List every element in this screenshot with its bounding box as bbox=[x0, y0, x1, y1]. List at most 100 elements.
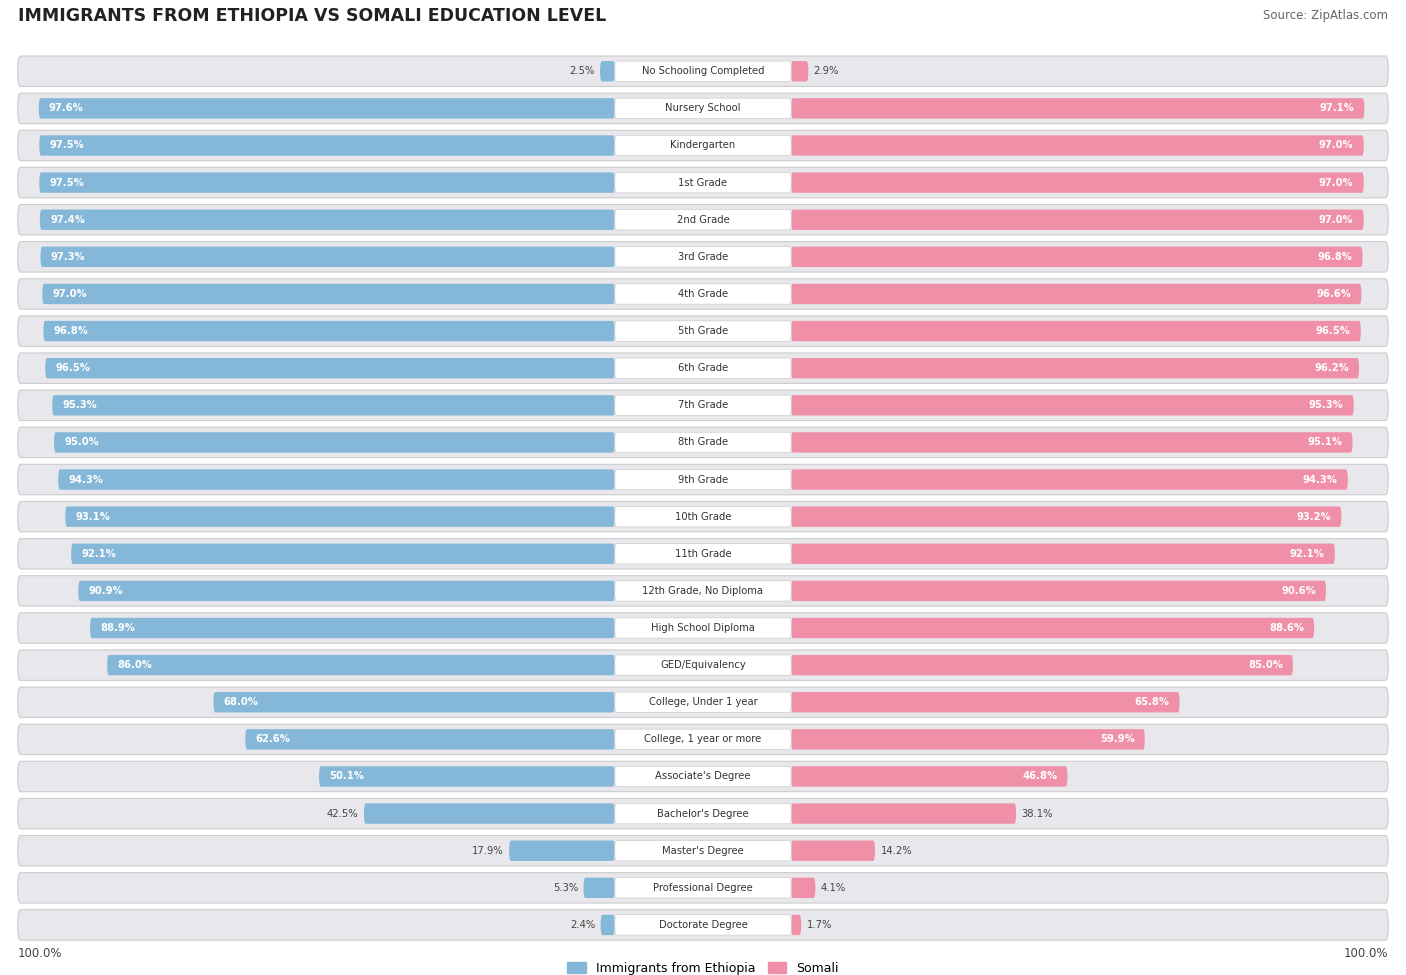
FancyBboxPatch shape bbox=[600, 915, 614, 935]
FancyBboxPatch shape bbox=[18, 353, 1388, 383]
FancyBboxPatch shape bbox=[39, 98, 614, 119]
Text: 96.8%: 96.8% bbox=[1317, 252, 1353, 262]
Text: 94.3%: 94.3% bbox=[1303, 475, 1337, 485]
Text: 88.6%: 88.6% bbox=[1270, 623, 1303, 633]
Text: 5th Grade: 5th Grade bbox=[678, 326, 728, 336]
Text: 95.1%: 95.1% bbox=[1308, 438, 1343, 448]
FancyBboxPatch shape bbox=[18, 613, 1388, 644]
Text: 65.8%: 65.8% bbox=[1135, 697, 1170, 707]
Text: 2.9%: 2.9% bbox=[814, 66, 839, 76]
FancyBboxPatch shape bbox=[79, 581, 614, 602]
FancyBboxPatch shape bbox=[18, 94, 1388, 124]
Text: 97.0%: 97.0% bbox=[1319, 177, 1354, 187]
Text: 97.4%: 97.4% bbox=[51, 214, 84, 224]
FancyBboxPatch shape bbox=[614, 506, 792, 526]
FancyBboxPatch shape bbox=[614, 878, 792, 898]
FancyBboxPatch shape bbox=[18, 464, 1388, 494]
FancyBboxPatch shape bbox=[364, 803, 614, 824]
FancyBboxPatch shape bbox=[614, 321, 792, 341]
Text: Professional Degree: Professional Degree bbox=[654, 882, 752, 893]
Text: 90.6%: 90.6% bbox=[1281, 586, 1316, 596]
FancyBboxPatch shape bbox=[319, 766, 614, 787]
Text: 100.0%: 100.0% bbox=[1344, 948, 1388, 960]
FancyBboxPatch shape bbox=[614, 210, 792, 230]
FancyBboxPatch shape bbox=[792, 173, 1364, 193]
FancyBboxPatch shape bbox=[614, 61, 792, 82]
FancyBboxPatch shape bbox=[614, 284, 792, 304]
FancyBboxPatch shape bbox=[90, 618, 614, 639]
Text: 94.3%: 94.3% bbox=[69, 475, 103, 485]
Text: 96.6%: 96.6% bbox=[1316, 289, 1351, 299]
FancyBboxPatch shape bbox=[792, 210, 1364, 230]
FancyBboxPatch shape bbox=[614, 766, 792, 787]
Text: 5.3%: 5.3% bbox=[553, 882, 578, 893]
FancyBboxPatch shape bbox=[792, 766, 1067, 787]
FancyBboxPatch shape bbox=[614, 358, 792, 378]
FancyBboxPatch shape bbox=[792, 729, 1144, 750]
Text: 97.0%: 97.0% bbox=[1319, 140, 1354, 150]
FancyBboxPatch shape bbox=[792, 136, 1364, 156]
FancyBboxPatch shape bbox=[792, 915, 801, 935]
FancyBboxPatch shape bbox=[52, 395, 614, 415]
Text: 2.5%: 2.5% bbox=[569, 66, 595, 76]
FancyBboxPatch shape bbox=[72, 544, 614, 564]
Text: 8th Grade: 8th Grade bbox=[678, 438, 728, 448]
Text: 85.0%: 85.0% bbox=[1249, 660, 1282, 670]
FancyBboxPatch shape bbox=[792, 655, 1294, 676]
FancyBboxPatch shape bbox=[792, 284, 1361, 304]
Text: 10th Grade: 10th Grade bbox=[675, 512, 731, 522]
FancyBboxPatch shape bbox=[614, 915, 792, 935]
Text: 46.8%: 46.8% bbox=[1022, 771, 1057, 782]
FancyBboxPatch shape bbox=[614, 840, 792, 861]
Text: 93.1%: 93.1% bbox=[76, 512, 110, 522]
FancyBboxPatch shape bbox=[107, 655, 614, 676]
Text: 96.5%: 96.5% bbox=[1316, 326, 1351, 336]
Text: 68.0%: 68.0% bbox=[224, 697, 259, 707]
Legend: Immigrants from Ethiopia, Somali: Immigrants from Ethiopia, Somali bbox=[567, 962, 839, 975]
Text: 90.9%: 90.9% bbox=[89, 586, 124, 596]
Text: 1st Grade: 1st Grade bbox=[679, 177, 727, 187]
Text: 92.1%: 92.1% bbox=[1289, 549, 1324, 559]
FancyBboxPatch shape bbox=[614, 729, 792, 750]
FancyBboxPatch shape bbox=[792, 432, 1353, 452]
FancyBboxPatch shape bbox=[18, 538, 1388, 569]
FancyBboxPatch shape bbox=[18, 501, 1388, 532]
Text: 97.0%: 97.0% bbox=[52, 289, 87, 299]
FancyBboxPatch shape bbox=[614, 692, 792, 713]
Text: 95.0%: 95.0% bbox=[65, 438, 98, 448]
FancyBboxPatch shape bbox=[18, 724, 1388, 755]
Text: 42.5%: 42.5% bbox=[326, 808, 359, 819]
Text: 97.0%: 97.0% bbox=[1319, 214, 1354, 224]
Text: 4th Grade: 4th Grade bbox=[678, 289, 728, 299]
Text: 93.2%: 93.2% bbox=[1296, 512, 1331, 522]
FancyBboxPatch shape bbox=[58, 469, 614, 489]
FancyBboxPatch shape bbox=[600, 61, 614, 82]
Text: College, 1 year or more: College, 1 year or more bbox=[644, 734, 762, 744]
FancyBboxPatch shape bbox=[39, 136, 614, 156]
FancyBboxPatch shape bbox=[792, 469, 1348, 489]
Text: 97.5%: 97.5% bbox=[49, 177, 84, 187]
Text: 97.5%: 97.5% bbox=[49, 140, 84, 150]
FancyBboxPatch shape bbox=[18, 316, 1388, 346]
Text: 96.5%: 96.5% bbox=[55, 364, 90, 373]
FancyBboxPatch shape bbox=[45, 358, 614, 378]
Text: 1.7%: 1.7% bbox=[807, 920, 832, 930]
Text: 11th Grade: 11th Grade bbox=[675, 549, 731, 559]
FancyBboxPatch shape bbox=[614, 98, 792, 119]
FancyBboxPatch shape bbox=[509, 840, 614, 861]
Text: 4.1%: 4.1% bbox=[821, 882, 846, 893]
FancyBboxPatch shape bbox=[18, 873, 1388, 903]
FancyBboxPatch shape bbox=[18, 575, 1388, 606]
FancyBboxPatch shape bbox=[18, 131, 1388, 161]
Text: 97.6%: 97.6% bbox=[49, 103, 83, 113]
FancyBboxPatch shape bbox=[614, 803, 792, 824]
Text: Kindergarten: Kindergarten bbox=[671, 140, 735, 150]
Text: Doctorate Degree: Doctorate Degree bbox=[658, 920, 748, 930]
Text: No Schooling Completed: No Schooling Completed bbox=[641, 66, 765, 76]
Text: Master's Degree: Master's Degree bbox=[662, 845, 744, 856]
FancyBboxPatch shape bbox=[792, 506, 1341, 526]
Text: 2.4%: 2.4% bbox=[569, 920, 595, 930]
Text: 17.9%: 17.9% bbox=[472, 845, 503, 856]
Text: 50.1%: 50.1% bbox=[329, 771, 364, 782]
FancyBboxPatch shape bbox=[614, 395, 792, 415]
